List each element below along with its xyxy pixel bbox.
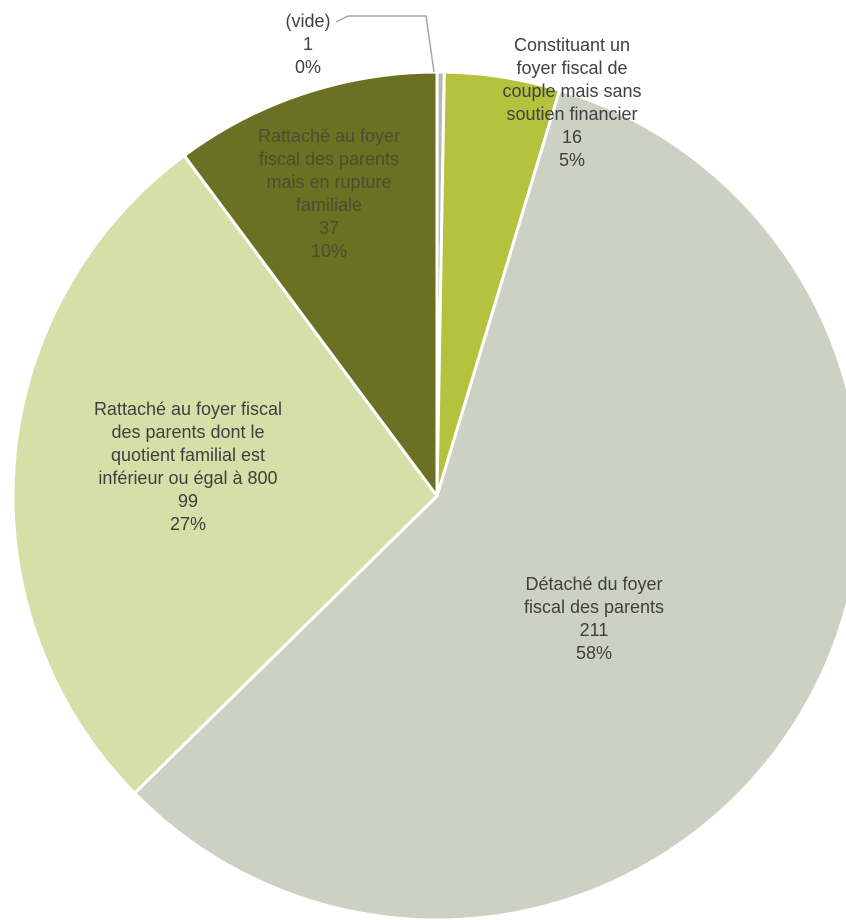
slice-label-line: Rattaché au foyer [258, 126, 400, 146]
slice-label-line: inférieur ou égal à 800 [98, 468, 277, 488]
slice-label-line: 1 [303, 34, 313, 54]
slice-label-line: 211 [580, 620, 609, 640]
slice-label-line: 0% [295, 57, 321, 77]
slice-label-line: des parents dont le [111, 422, 264, 442]
slice-label-line: Rattaché au foyer fiscal [94, 399, 282, 419]
slice-label-line: 27% [170, 514, 206, 534]
slice-label: (vide) 1 0% [285, 11, 330, 77]
slice-label: Rattaché au foyer fiscal des parents dont… [94, 399, 282, 534]
leader-lines [335, 15, 435, 73]
slice-label-line: Détaché du foyer [525, 574, 662, 594]
pie-slice [11, 154, 439, 795]
slice-label-line: (vide) [285, 11, 330, 31]
slice-label-line: 37 [319, 218, 339, 238]
slice-label-line: quotient familial est [111, 445, 265, 465]
slice-label-line: Constituant un [514, 35, 630, 55]
slice-label: Rattaché au foyer fiscal des parents mais … [258, 126, 400, 261]
slice-label-line: foyer fiscal de [516, 58, 627, 78]
pie-slice [182, 70, 439, 498]
slice-label-line: 58% [576, 643, 612, 663]
slice-label-line: 16 [562, 127, 582, 147]
pie-slice [133, 88, 846, 920]
leader-line [335, 15, 435, 73]
slice-labels: (vide) 1 0%Constituant un foyer fiscal de co… [94, 11, 664, 663]
slice-label-line: couple mais sans [502, 81, 641, 101]
slice-label-line: 10% [311, 241, 347, 261]
slice-label: Détaché du foyer fiscal des parents 211 58% [524, 574, 664, 663]
slice-label: Constituant un foyer fiscal de couple mais… [502, 35, 641, 170]
slice-label-line: familiale [296, 195, 362, 215]
slice-label-line: 5% [559, 150, 585, 170]
slice-label-line: fiscal des parents [259, 149, 399, 169]
slice-label-line: 99 [178, 491, 198, 511]
pie-slices [11, 70, 846, 920]
slice-label-line: fiscal des parents [524, 597, 664, 617]
slice-label-line: soutien financier [506, 104, 637, 124]
slice-label-line: mais en rupture [266, 172, 391, 192]
